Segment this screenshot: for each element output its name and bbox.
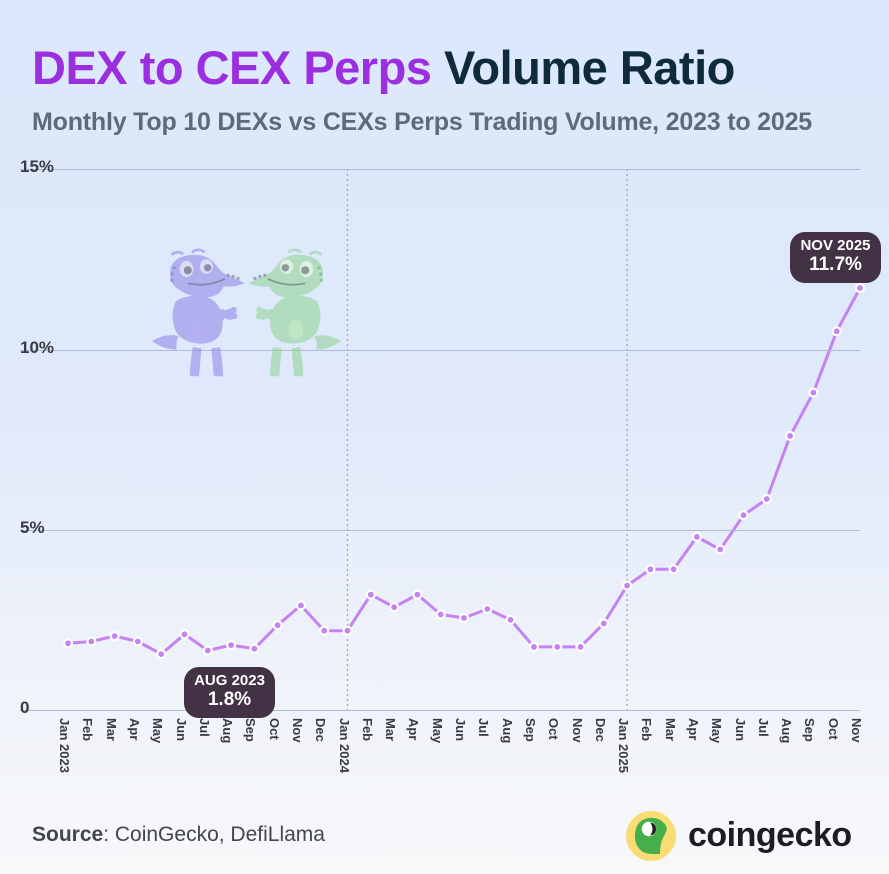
- svg-text:coingecko: coingecko: [688, 816, 852, 854]
